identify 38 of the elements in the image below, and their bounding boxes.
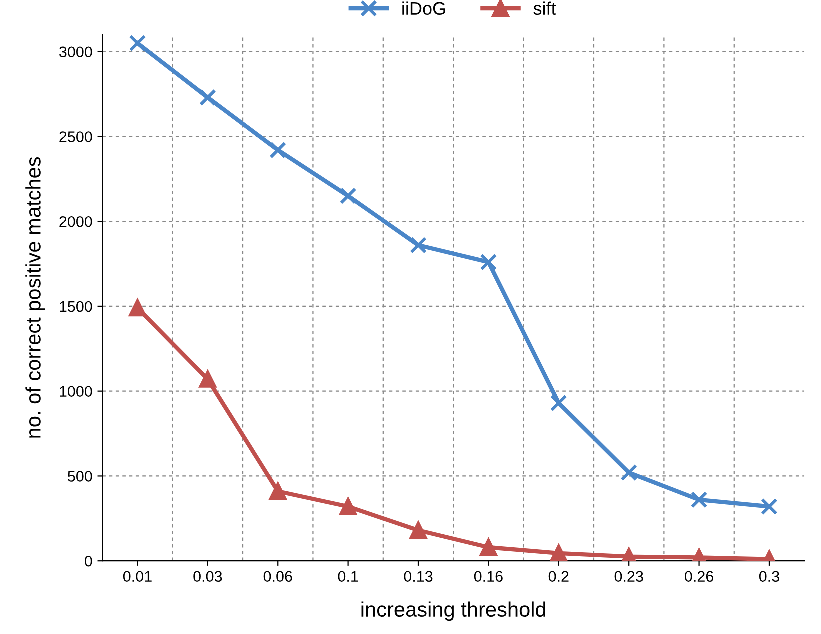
- point: [270, 142, 287, 159]
- point: [690, 492, 708, 508]
- y-axis-title: no. of correct positive matches: [26, 157, 46, 438]
- legend-label: sift: [534, 2, 556, 16]
- y-tick-label: 500: [68, 471, 92, 482]
- point: [550, 394, 568, 412]
- y-tick-label: 2000: [60, 216, 92, 228]
- x-tick-label: 0.2: [548, 571, 569, 582]
- point: [410, 522, 427, 540]
- point: [129, 300, 146, 317]
- x-tick-label: 0.26: [685, 571, 714, 582]
- point: [480, 539, 498, 556]
- point: [550, 544, 568, 562]
- x-tick-label: 0.1: [338, 571, 358, 582]
- point: [480, 254, 498, 271]
- point: [270, 483, 287, 500]
- x-tick-label: 0.16: [474, 571, 503, 582]
- legend-label: iiDoG: [402, 2, 446, 16]
- point: [620, 464, 638, 482]
- y-tick-label: 1000: [60, 386, 92, 398]
- point: [199, 89, 216, 106]
- x-axis-title: increasing threshold: [362, 602, 546, 622]
- y-tick-label: 0: [85, 556, 92, 567]
- x-tick-label: 0.23: [614, 571, 644, 582]
- x-tick-label: 0.03: [194, 571, 222, 582]
- point: [199, 370, 216, 388]
- y-tick-label: 2500: [60, 132, 92, 142]
- y-tick-label: 1500: [60, 301, 92, 312]
- point: [129, 34, 146, 52]
- y-tick-label: 3000: [60, 46, 92, 58]
- point: [410, 236, 427, 254]
- x-tick-label: 0.13: [404, 571, 433, 582]
- x-tick-label: 0.01: [123, 571, 152, 582]
- x-tick-label: 0.3: [759, 571, 780, 582]
- point: [340, 188, 357, 205]
- point: [761, 498, 778, 516]
- point: [340, 498, 357, 516]
- x-tick-label: 0.06: [264, 571, 292, 582]
